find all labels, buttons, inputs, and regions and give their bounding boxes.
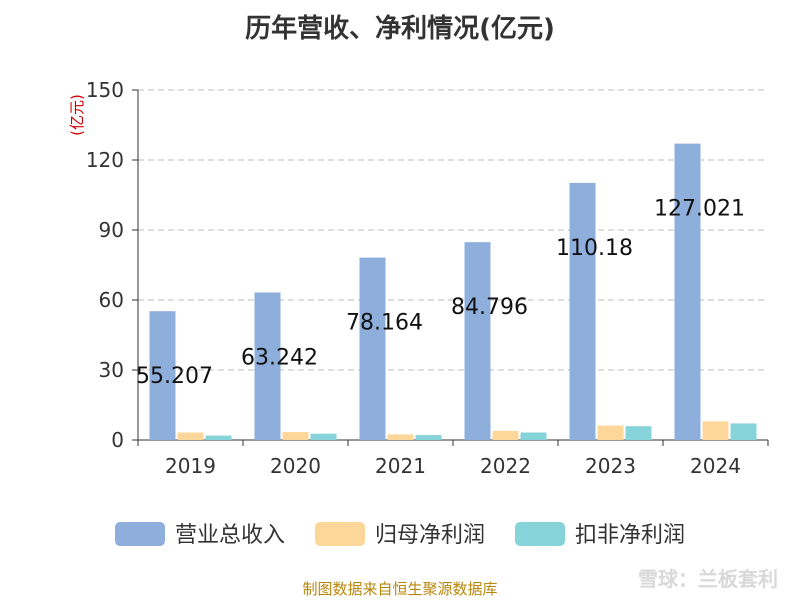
- y-tick-label: 0: [111, 428, 124, 452]
- chart-title: 历年营收、净利情况(亿元): [245, 14, 555, 44]
- data-source-note: 制图数据来自恒生聚源数据库: [302, 580, 498, 598]
- data-label: 110.18: [556, 236, 633, 261]
- bar-3: [310, 433, 337, 440]
- bar-1: [359, 257, 386, 440]
- bar-2: [282, 432, 309, 440]
- data-label: 63.242: [241, 345, 318, 370]
- bar-3: [205, 435, 232, 440]
- bar-1: [674, 143, 701, 440]
- data-label: 127.021: [654, 197, 745, 222]
- legend-swatch: [115, 522, 165, 546]
- y-tick-label: 30: [99, 358, 124, 382]
- watermark: 雪球：兰板套利: [638, 567, 778, 591]
- bar-1: [254, 292, 281, 440]
- x-tick-label: 2021: [375, 454, 426, 478]
- legend-swatch: [315, 522, 365, 546]
- x-tick-label: 2023: [585, 454, 636, 478]
- y-axis-label: (亿元): [68, 94, 86, 136]
- data-label: 78.164: [346, 311, 423, 336]
- bar-3: [520, 432, 547, 440]
- bar-2: [387, 434, 414, 440]
- data-label: 55.207: [136, 364, 213, 389]
- x-tick-label: 2020: [270, 454, 321, 478]
- legend-label: 营业总收入: [175, 523, 285, 548]
- y-tick-label: 120: [86, 148, 124, 172]
- bar-3: [730, 423, 757, 440]
- bar-1: [149, 311, 176, 440]
- y-tick-label: 90: [99, 218, 124, 242]
- y-tick-label: 150: [86, 78, 124, 102]
- legend-swatch: [515, 522, 565, 546]
- bar-2: [492, 430, 519, 440]
- x-tick-label: 2024: [690, 454, 741, 478]
- legend-label: 归母净利润: [375, 523, 485, 548]
- x-tick-label: 2022: [480, 454, 531, 478]
- bar-2: [177, 432, 204, 440]
- bar-1: [569, 182, 596, 440]
- bar-1: [464, 242, 491, 440]
- data-label: 84.796: [451, 295, 528, 320]
- bar-2: [597, 425, 624, 440]
- legend-label: 扣非净利润: [575, 523, 685, 548]
- bar-2: [702, 421, 729, 440]
- bar-3: [415, 435, 442, 440]
- x-tick-label: 2019: [165, 454, 216, 478]
- y-tick-label: 60: [99, 288, 124, 312]
- bar-3: [625, 426, 652, 440]
